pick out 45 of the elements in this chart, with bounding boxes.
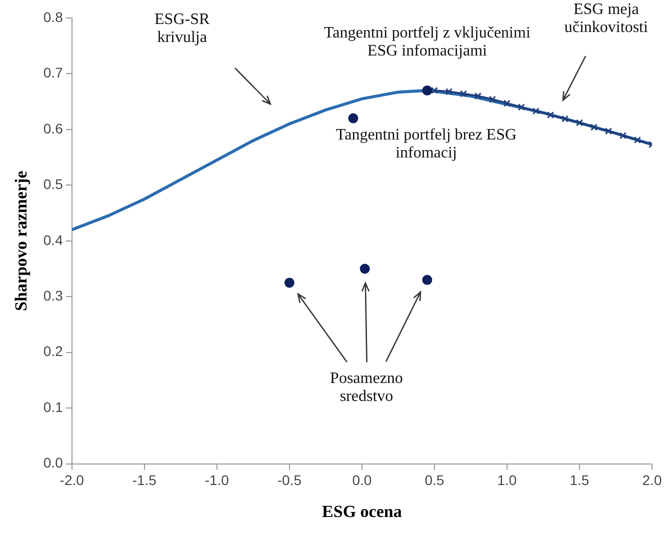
x-tick-label: 2.0 — [642, 472, 662, 488]
y-tick-label: 0.0 — [43, 454, 64, 471]
annotation: ESG-SR krivulja — [154, 10, 210, 46]
x-tick-label: 0.0 — [352, 472, 372, 488]
annotation: ESG meja učinkovitosti — [564, 1, 648, 36]
point — [503, 100, 511, 107]
x-tick-label: -1.5 — [132, 472, 157, 488]
point — [561, 115, 569, 122]
point — [532, 107, 540, 115]
point — [430, 86, 438, 94]
point — [360, 264, 370, 274]
y-tick-label: 0.8 — [43, 8, 64, 25]
point — [488, 96, 496, 103]
y-axis-title: Sharpovo razmerje — [12, 170, 31, 312]
y-tick-label: 0.7 — [43, 64, 64, 81]
point — [604, 128, 612, 135]
y-tick-label: 0.4 — [43, 232, 64, 248]
point — [619, 132, 627, 140]
annotation: Tangentni portfelj brez ESG infomacij — [336, 126, 517, 162]
point — [634, 136, 642, 144]
point — [284, 278, 294, 288]
point — [445, 88, 453, 96]
point — [460, 90, 468, 98]
annotation: Tangentni portfelj z vključenimi ESG infomacijami — [324, 24, 531, 60]
x-tick-label: -0.5 — [277, 472, 302, 488]
point — [348, 113, 358, 124]
point — [590, 124, 598, 131]
point — [576, 119, 584, 126]
point — [474, 92, 482, 100]
y-tick-label: 0.2 — [43, 343, 64, 360]
point — [422, 85, 432, 96]
x-tick-label: -1.0 — [204, 472, 230, 488]
x-tick-label: 1.5 — [570, 472, 590, 488]
point — [546, 111, 554, 119]
y-tick-label: 0.1 — [43, 398, 64, 415]
y-tick-label: 0.3 — [43, 287, 64, 304]
x-axis-title: ESG ocena — [322, 502, 402, 522]
x-tick-label: 0.5 — [424, 472, 444, 488]
point — [518, 104, 526, 111]
x-tick-label: -2.0 — [60, 472, 84, 488]
y-tick-label: 0.5 — [43, 176, 64, 192]
point — [422, 274, 432, 285]
annotation: Posamezno sredstvo — [330, 370, 403, 406]
x-tick-label: 1.0 — [497, 472, 517, 488]
y-tick-label: 0.6 — [43, 120, 64, 136]
